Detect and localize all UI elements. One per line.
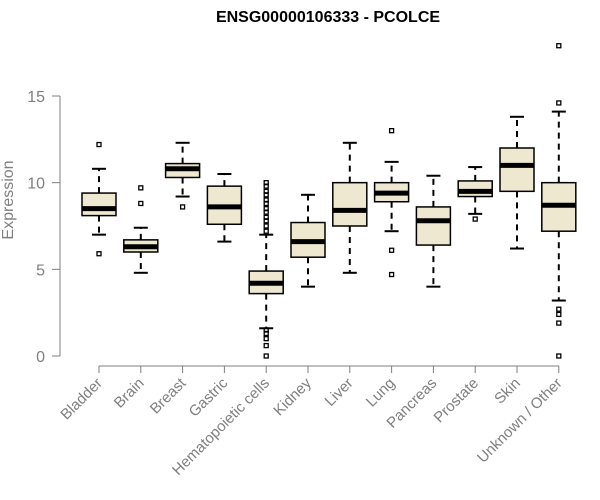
outlier-point (179, 204, 186, 210)
y-tick-label: 10 (27, 176, 45, 193)
outlier-point (388, 247, 395, 253)
outlier-point (263, 336, 269, 342)
x-tick-label: Lung (363, 375, 399, 411)
outlier-point (263, 327, 269, 333)
box-bladder (81, 141, 117, 257)
x-tick-label: Skin (491, 375, 524, 408)
iqr-box (499, 147, 535, 193)
outlier-point (263, 197, 269, 203)
x-tick-label: Breast (147, 374, 190, 417)
outlier-point (263, 188, 269, 194)
outlier-point (556, 320, 562, 326)
x-tick-label: Brain (111, 375, 148, 412)
iqr-box (415, 206, 452, 246)
outlier-point (556, 353, 562, 359)
outlier-point (472, 216, 478, 222)
box-gastric (206, 173, 243, 243)
outlier-point (556, 306, 562, 312)
box-liver (332, 141, 368, 274)
outlier-point (263, 353, 269, 359)
outlier-point (388, 128, 395, 134)
box-skin (499, 115, 535, 250)
outlier-point (556, 311, 562, 318)
y-axis: 0 5 10 15 (27, 89, 61, 366)
x-tick-label: Prostate (430, 375, 482, 427)
y-axis-label: Expression (0, 160, 17, 239)
y-tick-label: 0 (36, 349, 45, 366)
boxes-group (81, 43, 577, 359)
box-lung (373, 128, 410, 278)
x-tick-label: Kidney (270, 374, 315, 419)
y-tick-label: 15 (27, 89, 45, 106)
outlier-point (263, 206, 269, 212)
box-prostate (457, 166, 493, 222)
iqr-box (457, 180, 493, 198)
outlier-point (96, 141, 102, 148)
box-kidney (290, 193, 326, 288)
box-breast (164, 141, 201, 210)
box-brain (123, 185, 159, 274)
x-tick-label: Bladder (57, 375, 106, 424)
chart-title: ENSG00000106333 - PCOLCE (216, 9, 440, 26)
box-unknown-other (541, 43, 577, 359)
outlier-point (263, 342, 269, 349)
outlier-point (388, 271, 395, 278)
outlier-point (263, 228, 269, 234)
x-tick-label: Liver (322, 375, 357, 410)
outlier-point (556, 100, 562, 106)
outlier-point (96, 251, 102, 257)
outlier-point (263, 180, 269, 186)
outlier-point (138, 185, 144, 191)
outlier-point (556, 43, 562, 49)
box-hematopoietic-cells (248, 180, 284, 359)
box-pancreas (415, 174, 452, 288)
iqr-box (332, 181, 368, 227)
outlier-point (263, 223, 269, 229)
outlier-point (138, 200, 144, 207)
outlier-point (263, 214, 269, 220)
y-tick-label: 5 (36, 262, 45, 279)
iqr-box (81, 192, 117, 217)
